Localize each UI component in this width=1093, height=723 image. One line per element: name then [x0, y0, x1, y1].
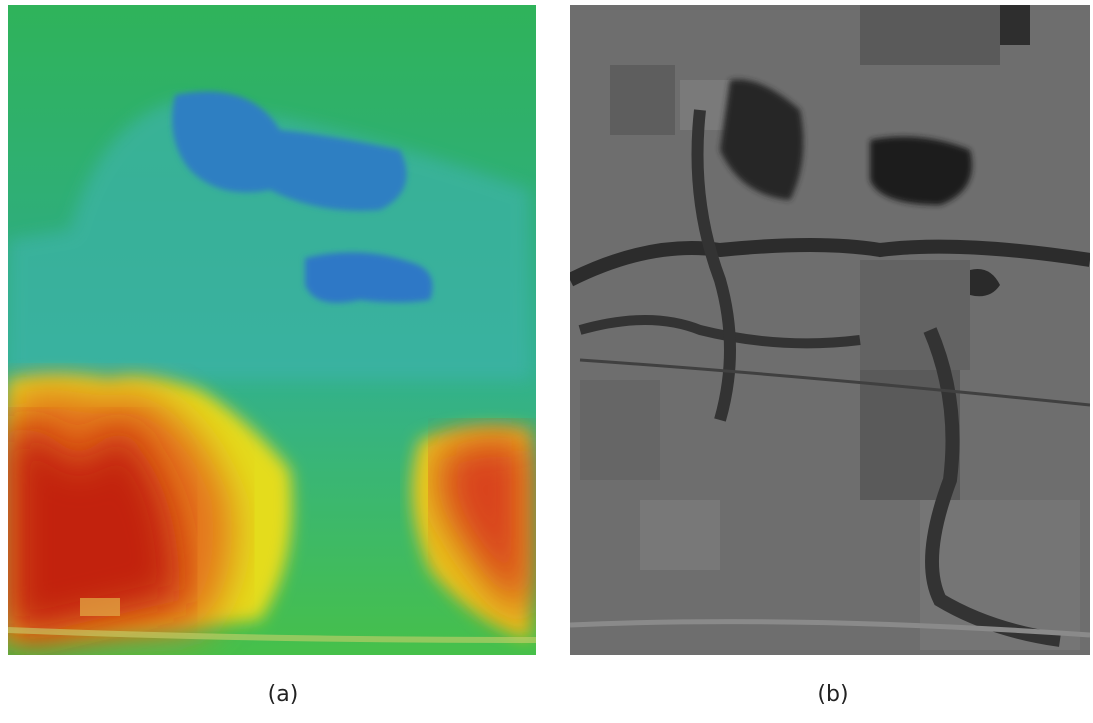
- panel-label: (a): [268, 682, 299, 707]
- panel-label: (b): [817, 682, 848, 707]
- grayscale-map: [570, 5, 1090, 655]
- elevation-map: [8, 5, 536, 655]
- figure: (a) (b): [0, 0, 1093, 723]
